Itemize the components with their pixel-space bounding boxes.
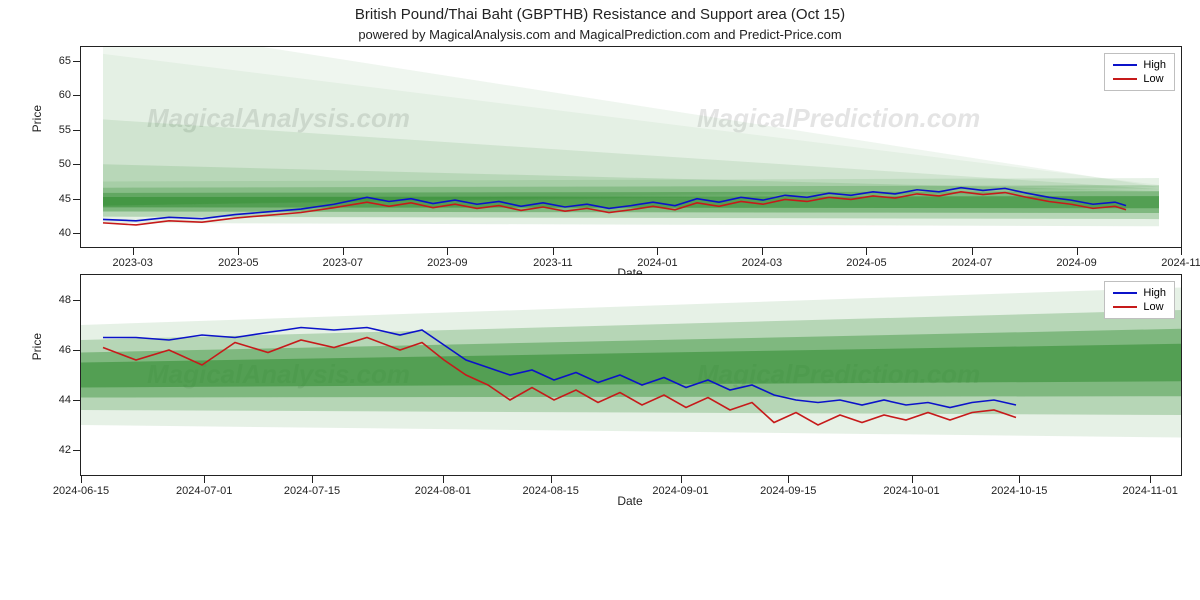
xtick-label: 2024-09 [1056,247,1096,269]
ytick-label: 44 [59,394,81,406]
xtick-label: 2024-11 [1161,247,1200,269]
ytick-label: 42 [59,444,81,456]
xtick-label: 2024-10-01 [883,475,939,497]
chart-top-ylabel: Price [30,105,44,132]
legend-top: High Low [1104,53,1175,91]
ytick-label: 40 [59,227,81,239]
xtick-label: 2024-11-01 [1122,475,1177,497]
legend-row-high: High [1113,58,1166,72]
chart-bottom-area: MagicalAnalysis.com MagicalPrediction.co… [80,274,1182,476]
xtick-label: 2024-01 [637,247,677,269]
xtick-label: 2024-07 [952,247,992,269]
xtick-label: 2024-03 [742,247,782,269]
ytick-label: 50 [59,158,81,170]
xtick-label: 2023-09 [427,247,467,269]
xtick-label: 2024-08-01 [415,475,471,497]
xtick-label: 2024-08-15 [523,475,579,497]
chart-bottom-wrap: Price MagicalAnalysis.com MagicalPredict… [80,274,1180,474]
legend-label-low: Low [1143,301,1163,313]
xtick-label: 2024-05 [846,247,886,269]
ytick-label: 48 [59,294,81,306]
legend-row-low: Low [1113,72,1166,86]
legend-label-high: High [1143,287,1166,299]
legend-swatch-low [1113,78,1137,80]
xtick-label: 2024-07-15 [284,475,340,497]
ytick-label: 45 [59,193,81,205]
legend-label-high: High [1143,59,1166,71]
legend-swatch-high [1113,64,1137,66]
ytick-label: 60 [59,89,81,101]
xtick-label: 2023-11 [533,247,573,269]
ytick-label: 65 [59,55,81,67]
legend-row-high: High [1113,286,1166,300]
chart-top-area: MagicalAnalysis.com MagicalPrediction.co… [80,46,1182,248]
legend-swatch-high [1113,292,1137,294]
ytick-label: 55 [59,124,81,136]
legend-bottom: High Low [1104,281,1175,319]
chart-bottom-ylabel: Price [30,333,44,360]
xtick-label: 2024-07-01 [176,475,232,497]
xtick-label: 2024-09-15 [760,475,816,497]
chart-subtitle: powered by MagicalAnalysis.com and Magic… [0,23,1200,46]
xtick-label: 2023-05 [218,247,258,269]
legend-label-low: Low [1143,73,1163,85]
chart-title: British Pound/Thai Baht (GBPTHB) Resista… [0,0,1200,23]
xtick-label: 2023-03 [113,247,153,269]
ytick-label: 46 [59,344,81,356]
xtick-label: 2024-09-01 [652,475,708,497]
xtick-label: 2024-06-15 [53,475,109,497]
chart-top-wrap: Price MagicalAnalysis.com MagicalPredict… [80,46,1180,246]
legend-swatch-low [1113,306,1137,308]
xtick-label: 2024-10-15 [991,475,1047,497]
xtick-label: 2023-07 [323,247,363,269]
legend-row-low: Low [1113,300,1166,314]
